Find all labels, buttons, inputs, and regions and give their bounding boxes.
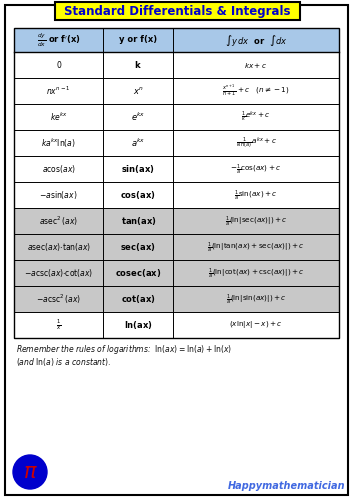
Text: $0$: $0$: [55, 60, 62, 70]
Text: $-a\sin(ax)$: $-a\sin(ax)$: [40, 189, 78, 201]
Text: $\mathbf{cot(ax)}$: $\mathbf{cot(ax)}$: [121, 293, 156, 305]
Text: $\frac{x^{n+1}}{n+1} + c \quad (n \neq -1)$: $\frac{x^{n+1}}{n+1} + c \quad (n \neq -…: [222, 84, 290, 98]
Text: $kx + c$: $kx + c$: [245, 60, 268, 70]
Bar: [14, 130, 339, 156]
Text: $\frac{1}{a}(\ln|\cot(ax)+\csc(ax)|) + c$: $\frac{1}{a}(\ln|\cot(ax)+\csc(ax)|) + c…: [208, 266, 305, 280]
Text: $\int y\,dx$  or  $\int dx$: $\int y\,dx$ or $\int dx$: [225, 32, 288, 48]
Text: $\mathbf{ln(ax)}$: $\mathbf{ln(ax)}$: [124, 319, 153, 331]
Text: $\frac{1}{k\ln(a)}a^{kx} + c$: $\frac{1}{k\ln(a)}a^{kx} + c$: [235, 136, 277, 150]
Circle shape: [13, 455, 47, 489]
Bar: [14, 234, 339, 260]
Text: $ka^{kx}\ln(a)$: $ka^{kx}\ln(a)$: [41, 136, 76, 149]
Text: $\mathbf{cos(ax)}$: $\mathbf{cos(ax)}$: [120, 189, 156, 201]
Text: Standard Differentials & Integrals: Standard Differentials & Integrals: [64, 4, 291, 18]
Text: $(and\ \mathrm{ln}(a)\ is\ a\ constant).$: $(and\ \mathrm{ln}(a)\ is\ a\ constant).…: [16, 356, 111, 368]
Bar: [14, 312, 339, 338]
Bar: [55, 2, 300, 20]
Text: $\frac{dy}{dx}$ or f$'$(x): $\frac{dy}{dx}$ or f$'$(x): [37, 31, 80, 49]
Text: $-\frac{1}{a}\cos(ax) + c$: $-\frac{1}{a}\cos(ax) + c$: [230, 162, 282, 176]
Text: $\mathbf{cosec(ax)}$: $\mathbf{cosec(ax)}$: [115, 267, 161, 279]
Text: $\mathbf{sec(ax)}$: $\mathbf{sec(ax)}$: [120, 241, 156, 253]
Text: $\mathbf{k}$: $\mathbf{k}$: [134, 60, 142, 70]
Text: y or f(x): y or f(x): [119, 36, 157, 44]
Bar: [14, 78, 339, 104]
Text: $a^{kx}$: $a^{kx}$: [131, 137, 145, 149]
Text: $\mathbf{sin(ax)}$: $\mathbf{sin(ax)}$: [121, 163, 155, 175]
Bar: [14, 208, 339, 234]
Text: $a\cos(ax)$: $a\cos(ax)$: [42, 163, 76, 175]
Bar: [14, 52, 339, 78]
Text: $a\sec(ax){\cdot}\tan(ax)$: $a\sec(ax){\cdot}\tan(ax)$: [26, 241, 91, 253]
Text: $x^{n}$: $x^{n}$: [133, 86, 144, 96]
Bar: [14, 286, 339, 312]
Text: $ke^{kx}$: $ke^{kx}$: [50, 111, 68, 123]
Circle shape: [16, 458, 44, 486]
Text: $-a\csc^2(ax)$: $-a\csc^2(ax)$: [36, 292, 81, 306]
Text: $\pi$: $\pi$: [23, 462, 37, 482]
Text: Happymathematician: Happymathematician: [227, 481, 345, 491]
Bar: [14, 104, 339, 130]
Bar: [14, 28, 339, 338]
Bar: [14, 182, 339, 208]
Bar: [14, 156, 339, 182]
Text: $\frac{1}{a}(\ln|\tan(ax)+\sec(ax)|) + c$: $\frac{1}{a}(\ln|\tan(ax)+\sec(ax)|) + c…: [207, 240, 305, 254]
Text: $\frac{1}{a}(\ln|\sin(ax)|) + c$: $\frac{1}{a}(\ln|\sin(ax)|) + c$: [226, 292, 287, 306]
Text: $a\sec^2(ax)$: $a\sec^2(ax)$: [39, 214, 78, 228]
Text: $\frac{1}{a}\sin(ax) + c$: $\frac{1}{a}\sin(ax) + c$: [234, 188, 278, 202]
Text: $e^{kx}$: $e^{kx}$: [131, 111, 145, 123]
Text: Remember the rules of logarithms:  $\mathrm{ln}(ax) = \mathrm{ln}(a) + \mathrm{l: Remember the rules of logarithms: $\math…: [16, 344, 232, 356]
Text: $nx^{n-1}$: $nx^{n-1}$: [46, 85, 71, 97]
Bar: [14, 28, 339, 52]
Text: $-a\csc(ax){\cdot}\cot(ax)$: $-a\csc(ax){\cdot}\cot(ax)$: [24, 267, 93, 279]
Text: $\mathbf{tan(ax)}$: $\mathbf{tan(ax)}$: [120, 215, 156, 227]
Text: $(x\ln|x| - x) + c$: $(x\ln|x| - x) + c$: [229, 320, 283, 330]
Text: $\frac{1}{a}(\ln|\sec(ax)|) + c$: $\frac{1}{a}(\ln|\sec(ax)|) + c$: [225, 214, 287, 228]
Text: $\frac{1}{k}e^{kx} + c$: $\frac{1}{k}e^{kx} + c$: [241, 110, 271, 124]
Text: $\frac{1}{x}$: $\frac{1}{x}$: [56, 318, 61, 332]
Bar: [14, 260, 339, 286]
